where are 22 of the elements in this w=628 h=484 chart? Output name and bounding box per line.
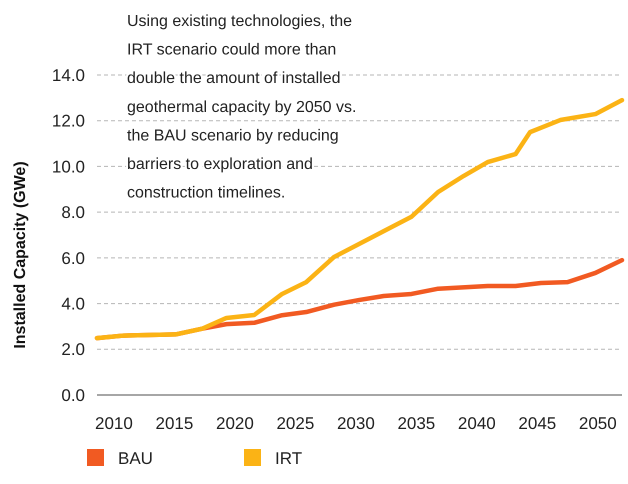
x-tick-label: 2050 xyxy=(578,414,617,433)
y-tick-label: 14.0 xyxy=(52,66,85,85)
x-tick-label: 2040 xyxy=(458,414,496,433)
y-axis-title: Installed Capacity (GWe) xyxy=(12,161,29,349)
line-series xyxy=(94,98,624,340)
y-tick-label: 2.0 xyxy=(61,340,85,360)
x-tick-label: 2010 xyxy=(95,414,133,433)
x-tick-label: 2020 xyxy=(216,414,254,433)
y-tick-label: 10.0 xyxy=(52,157,85,176)
legend-label: BAU xyxy=(118,449,153,468)
x-tick-label: 2045 xyxy=(518,414,556,433)
y-tick-label: 6.0 xyxy=(61,248,85,268)
y-tick-label: 12.0 xyxy=(52,112,85,131)
y-tick-label: 0.0 xyxy=(61,386,85,405)
x-tick-label: 2030 xyxy=(336,414,375,433)
x-tick-label: 2025 xyxy=(276,414,314,433)
x-tick-label: 2035 xyxy=(397,414,436,433)
y-tick-label: 4.0 xyxy=(61,294,85,314)
legend-label: IRT xyxy=(275,449,302,468)
x-tick-label: 2015 xyxy=(156,414,194,433)
y-tick-label: 8.0 xyxy=(61,203,85,222)
annotation: Using existing technologies, the IRT scenario could more than double the amount of installed geothermal capacity by 2050 vs. the BAU scenario by reducing barriers to exploration and construction timelines. xyxy=(127,13,356,202)
